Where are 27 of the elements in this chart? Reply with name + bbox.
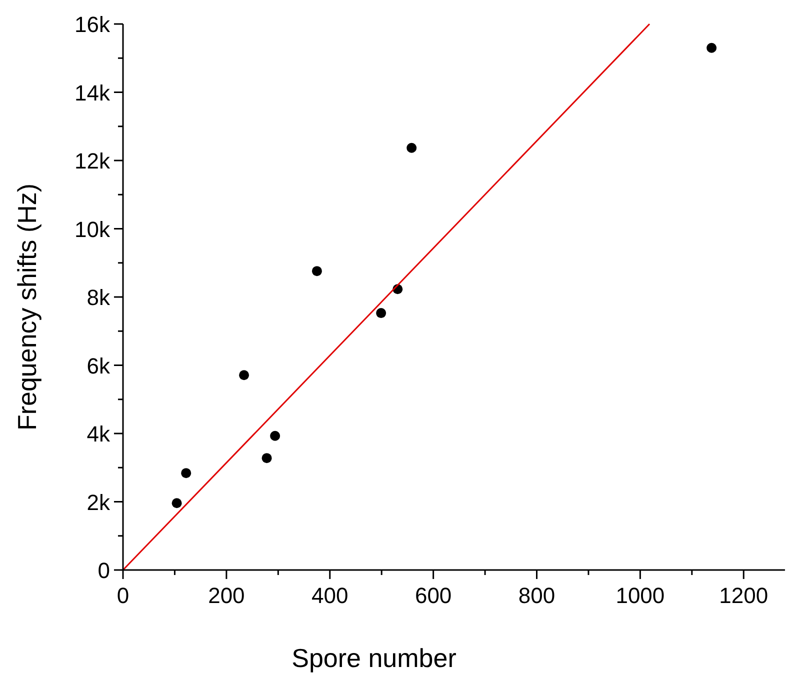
x-tick-label: 600 (414, 583, 452, 608)
point (406, 142, 417, 153)
y-tick-label: 2k (86, 490, 111, 515)
y-axis-title: Frequency shifts (Hz) (12, 183, 42, 431)
point (312, 266, 322, 276)
y-tick-label: 16k (74, 12, 111, 37)
point (262, 453, 272, 464)
x-tick-label: 200 (208, 583, 245, 608)
point (172, 498, 182, 508)
y-tick-label: 14k (74, 80, 111, 106)
y-tick-label: 4k (86, 422, 111, 446)
point (239, 370, 250, 380)
y-tick-label: 12k (74, 148, 111, 174)
x-axis-title: Spore number (292, 643, 457, 673)
x-tick-label: 1000 (616, 583, 665, 608)
x-tick-label: 400 (312, 583, 348, 608)
point (181, 468, 192, 478)
y-tick-label: 6k (86, 353, 111, 378)
x-tick-label: 0 (116, 583, 130, 608)
x-tick-label: 1200 (719, 583, 768, 608)
y-tick-label: 10k (74, 216, 111, 242)
point (270, 430, 280, 441)
y-tick-label: 0 (98, 558, 110, 583)
y-tick-label: 8k (86, 285, 111, 310)
point (706, 42, 717, 53)
x-tick-label: 800 (518, 583, 556, 608)
point (376, 308, 386, 318)
